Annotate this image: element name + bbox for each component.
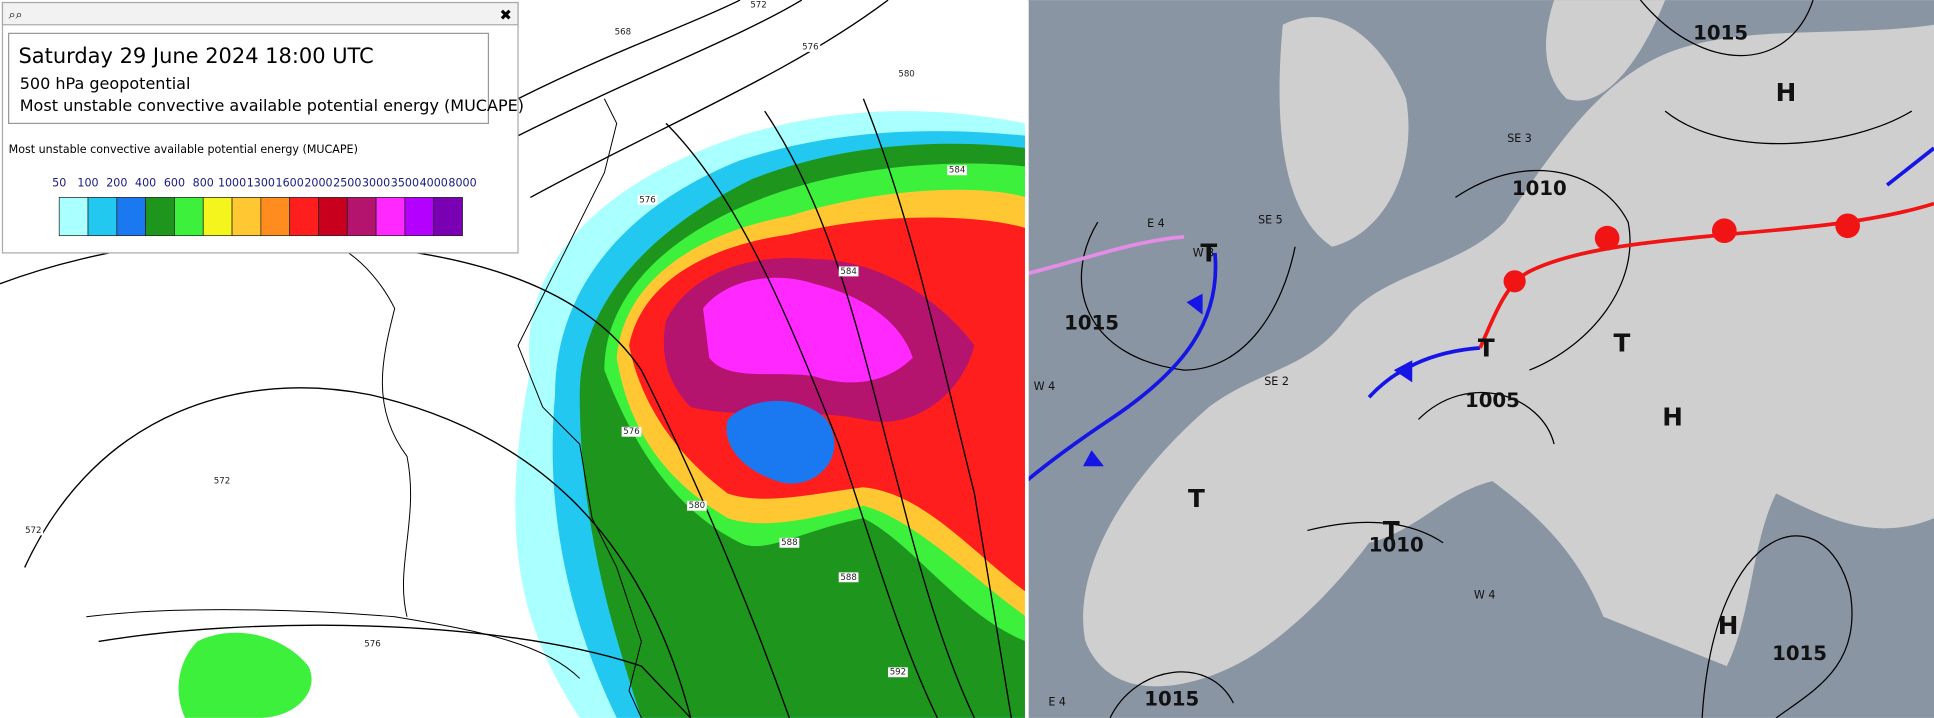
- map-labels: 568 572 576 580 576 584 584 576 580 572 572 576 588 5…: [23, 0, 1827, 711]
- wind-label: E 4: [1048, 696, 1066, 709]
- legend-swatch: [87, 197, 118, 237]
- pressure-center: H: [1776, 78, 1797, 107]
- pressure-center: T: [1200, 239, 1217, 268]
- legend-tick-label: 1600: [276, 176, 304, 189]
- contour-label-bg: [621, 426, 642, 437]
- legend-tick-label: 2000: [304, 176, 332, 189]
- legend-tick-label: 600: [164, 176, 185, 189]
- contour-label: 588: [840, 573, 856, 583]
- legend-swatch: [433, 197, 463, 237]
- popup-line: 500 hPa geopotential: [20, 74, 191, 93]
- contour-label: 588: [781, 538, 797, 548]
- legend-swatch: [58, 197, 89, 237]
- isobar-label: 1010: [1369, 533, 1424, 556]
- legend-tick-label: 2500: [333, 176, 361, 189]
- wind-label: SE 2: [1264, 375, 1289, 388]
- contour-label-bg: [779, 537, 800, 548]
- contour-label: 576: [802, 42, 818, 52]
- wind-label: SE 5: [1258, 213, 1283, 226]
- legend-swatch: [202, 197, 233, 237]
- contour-label: 576: [364, 639, 380, 649]
- contour-label: 592: [890, 668, 906, 678]
- contour-label-bg: [947, 165, 967, 176]
- legend-swatch: [116, 197, 147, 237]
- legend-title: Most unstable convective available poten…: [9, 143, 358, 156]
- contour-label-bg: [687, 500, 707, 511]
- contour-label: 576: [623, 427, 639, 437]
- contour-label-bg: [613, 27, 633, 38]
- isobar-label: 1010: [1512, 177, 1567, 200]
- wind-label: W 4: [1474, 588, 1496, 601]
- contour-label-bg: [800, 42, 821, 52]
- legend-tick-label: 1000: [218, 176, 246, 189]
- info-popup: ⌕⌕ ✖ Saturday 29 June 2024 18:00 UTC 500…: [1, 1, 524, 254]
- legend-tick-label: 100: [77, 176, 98, 189]
- pressure-center: T: [1383, 516, 1400, 545]
- contour-label-bg: [838, 572, 859, 583]
- legend-tick-label: 3000: [362, 176, 390, 189]
- legend-swatch: [231, 197, 262, 237]
- pressure-center: H: [1718, 611, 1739, 640]
- contour-label-bg: [748, 0, 769, 10]
- contour-label: 580: [689, 501, 705, 511]
- legend-swatch: [174, 197, 204, 237]
- wind-label: E 4: [1147, 217, 1165, 230]
- contour-label-bg: [838, 266, 859, 277]
- isobar-label: 1015: [1693, 22, 1748, 45]
- synoptic-map: [1025, 0, 1934, 718]
- legend-swatch: [289, 197, 319, 237]
- contour-label: 572: [25, 526, 41, 536]
- contour-label-bg: [888, 667, 908, 678]
- contour-label: 584: [840, 267, 856, 277]
- legend-swatch: [260, 197, 291, 237]
- legend-swatch: [375, 197, 406, 237]
- isobar-label: 1015: [1772, 642, 1827, 665]
- pressure-center: T: [1614, 329, 1631, 358]
- legend-tick-label: 800: [193, 176, 214, 189]
- pressure-center: T: [1188, 484, 1205, 513]
- pressure-center: H: [1662, 403, 1683, 432]
- legend-tick-label: 4000: [420, 176, 448, 189]
- close-button[interactable]: ✖: [500, 7, 512, 24]
- mucape-map: [0, 0, 1027, 718]
- contour-label: 572: [214, 477, 230, 487]
- legend-swatch: [145, 197, 175, 237]
- contour-label: 568: [615, 28, 631, 38]
- zoom-icons[interactable]: ⌕⌕: [9, 8, 23, 22]
- legend-tick-label: 1300: [247, 176, 275, 189]
- legend-tick-label: 50: [52, 176, 66, 189]
- popup-title: Saturday 29 June 2024 18:00 UTC: [19, 44, 374, 68]
- popup-line: Most unstable convective available poten…: [20, 96, 524, 115]
- contour-label-bg: [212, 476, 232, 487]
- wind-label: W 3: [1193, 247, 1215, 260]
- contour-label-bg: [896, 69, 917, 80]
- isobar-label: 1015: [1144, 688, 1199, 711]
- wind-label: W 4: [1034, 380, 1056, 393]
- contour-label-bg: [362, 638, 383, 649]
- legend-tick-label: 8000: [448, 176, 476, 189]
- contour-label-bg: [637, 194, 658, 205]
- wind-label: SE 3: [1507, 132, 1532, 145]
- legend-tick-label: 200: [106, 176, 127, 189]
- legend-swatch: [318, 197, 348, 237]
- legend-tick-label: 400: [135, 176, 156, 189]
- legend-swatch: [404, 197, 435, 237]
- isobar-label: 1005: [1465, 389, 1520, 412]
- legend-tick-label: 3500: [391, 176, 419, 189]
- pressure-center: T: [1478, 334, 1495, 363]
- contour-label: 584: [949, 166, 965, 176]
- contour-label: 580: [898, 70, 914, 80]
- legend-swatch: [346, 197, 377, 237]
- contour-label-bg: [23, 525, 44, 536]
- legend: 50 100 200 400 600 800 1000 1300 1600 2000 2500 300…: [52, 176, 477, 237]
- contour-label: 572: [750, 0, 766, 10]
- isobar-label: 1015: [1064, 311, 1119, 334]
- contour-label: 576: [639, 195, 655, 205]
